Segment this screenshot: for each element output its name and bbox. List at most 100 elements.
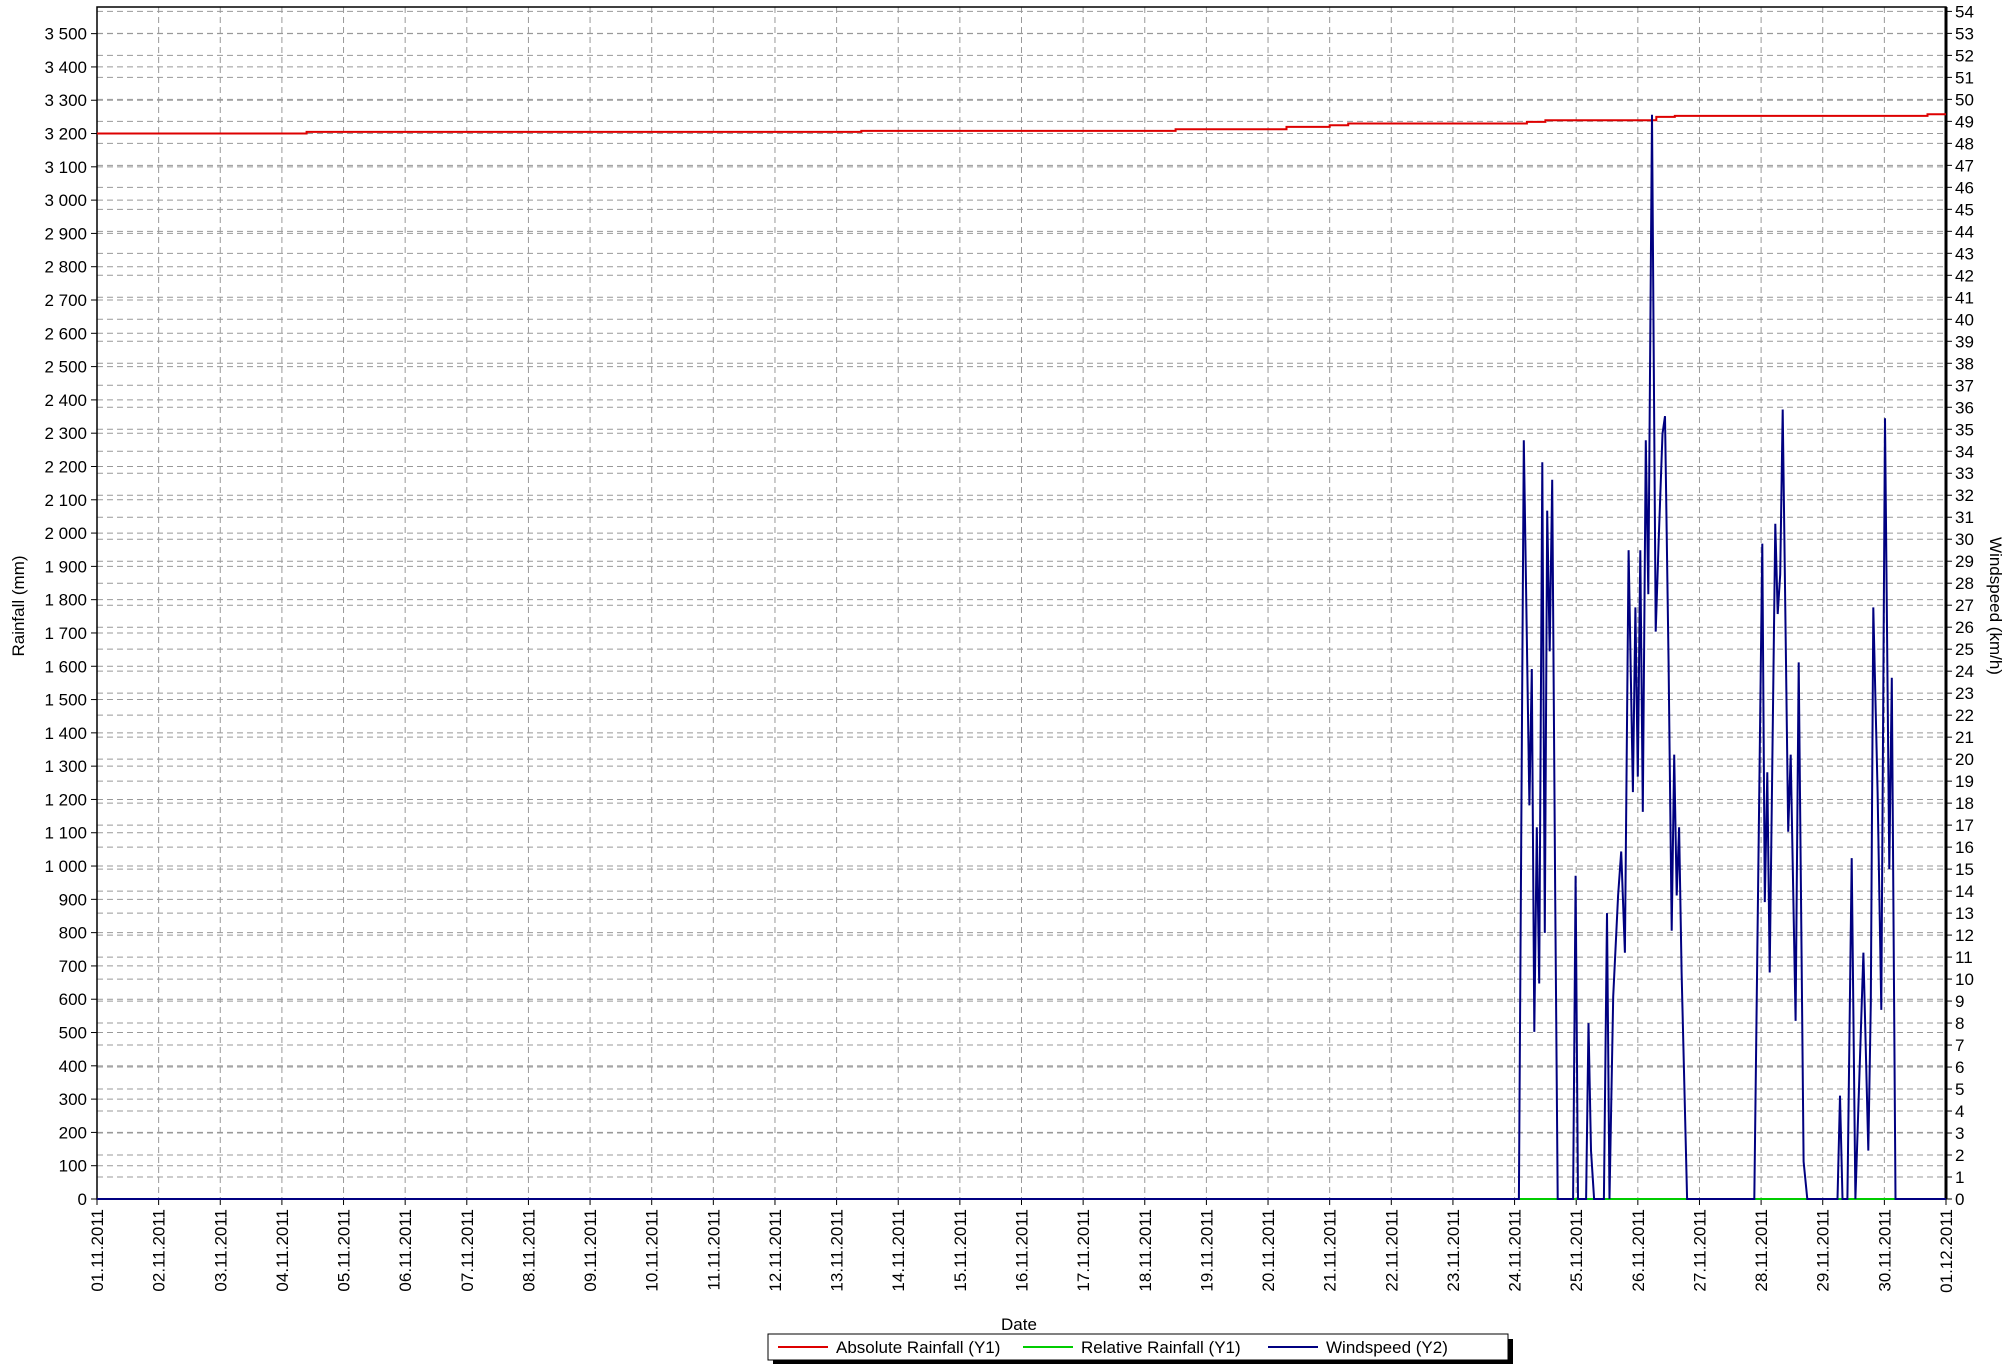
y2-tick-label: 36: [1955, 398, 1974, 417]
y2-tick-label: 0: [1955, 1190, 1964, 1209]
x-tick-label: 30.11.2011: [1875, 1209, 1894, 1292]
series-line: [97, 113, 1946, 135]
y2-tick-label: 52: [1955, 46, 1974, 65]
x-tick-label: 05.11.2011: [335, 1209, 354, 1292]
x-tick-label: 28.11.2011: [1752, 1209, 1771, 1292]
y-tick-label: 100: [59, 1157, 87, 1176]
y2-tick-label: 13: [1955, 904, 1974, 923]
x-tick-label: 06.11.2011: [396, 1209, 415, 1292]
y-tick-label: 2 100: [44, 491, 87, 510]
y2-tick-label: 33: [1955, 464, 1974, 483]
y-tick-label: 800: [59, 924, 87, 943]
y2-tick-label: 4: [1955, 1102, 1964, 1121]
y2-tick-label: 34: [1955, 442, 1974, 461]
y2-tick-label: 53: [1955, 24, 1974, 43]
y-tick-label: 1 200: [44, 790, 87, 809]
y-tick-label: 700: [59, 957, 87, 976]
y2-tick-label: 28: [1955, 574, 1974, 593]
x-tick-label: 14.11.2011: [889, 1209, 908, 1292]
x-tick-label: 04.11.2011: [273, 1209, 292, 1292]
y-tick-label: 600: [59, 990, 87, 1009]
x-tick-label: 29.11.2011: [1814, 1209, 1833, 1292]
y2-tick-label: 23: [1955, 684, 1974, 703]
y2-tick-label: 38: [1955, 354, 1974, 373]
y-tick-label: 2 600: [44, 324, 87, 343]
y-tick-label: 2 900: [44, 224, 87, 243]
y2-tick-label: 40: [1955, 310, 1974, 329]
y2-tick-label: 26: [1955, 618, 1974, 637]
y2-tick-label: 37: [1955, 376, 1974, 395]
y2-tick-label: 3: [1955, 1124, 1964, 1143]
legend-label: Windspeed (Y2): [1326, 1338, 1448, 1357]
x-tick-label: 08.11.2011: [519, 1209, 538, 1292]
y-tick-label: 1 600: [44, 657, 87, 676]
y2-tick-label: 45: [1955, 200, 1974, 219]
y-tick-label: 400: [59, 1057, 87, 1076]
y2-tick-label: 31: [1955, 508, 1974, 527]
y-axis-label: Rainfall (mm): [9, 555, 28, 656]
y-tick-label: 3 400: [44, 58, 87, 77]
y-tick-label: 2 700: [44, 291, 87, 310]
x-tick-label: 12.11.2011: [766, 1209, 785, 1292]
x-tick-label: 11.11.2011: [704, 1209, 723, 1290]
x-tick-label: 15.11.2011: [951, 1209, 970, 1292]
x-tick-label: 20.11.2011: [1259, 1209, 1278, 1292]
x-tick-label: 22.11.2011: [1382, 1209, 1401, 1292]
legend: [767, 1333, 1509, 1361]
y-tick-label: 1 500: [44, 691, 87, 710]
y2-tick-label: 5: [1955, 1080, 1964, 1099]
y2-tick-label: 51: [1955, 68, 1974, 87]
y-tick-label: 2 300: [44, 424, 87, 443]
x-tick-label: 27.11.2011: [1690, 1209, 1709, 1292]
x-tick-label: 23.11.2011: [1444, 1209, 1463, 1292]
x-tick-label: 21.11.2011: [1321, 1209, 1340, 1292]
y2-tick-label: 16: [1955, 838, 1974, 857]
y2-tick-label: 39: [1955, 332, 1974, 351]
x-tick-label: 01.11.2011: [88, 1209, 107, 1292]
y2-tick-label: 54: [1955, 2, 1974, 21]
x-tick-label: 13.11.2011: [828, 1209, 847, 1292]
x-tick-label: 25.11.2011: [1567, 1209, 1586, 1292]
x-tick-label: 19.11.2011: [1197, 1209, 1216, 1292]
y2-tick-label: 29: [1955, 552, 1974, 571]
y2-tick-label: 22: [1955, 706, 1974, 725]
legend-label: Absolute Rainfall (Y1): [836, 1338, 1000, 1357]
y2-tick-label: 42: [1955, 266, 1974, 285]
y2-tick-label: 47: [1955, 156, 1974, 175]
y2-axis-label: Windspeed (km/h): [1986, 537, 2005, 675]
x-tick-label: 10.11.2011: [643, 1209, 662, 1292]
x-tick-label: 24.11.2011: [1506, 1209, 1525, 1292]
y2-tick-label: 24: [1955, 662, 1974, 681]
y2-tick-label: 50: [1955, 90, 1974, 109]
y2-tick-label: 27: [1955, 596, 1974, 615]
y2-tick-label: 21: [1955, 728, 1974, 747]
x-tick-label: 17.11.2011: [1074, 1209, 1093, 1292]
y2-tick-label: 10: [1955, 970, 1974, 989]
y2-tick-label: 25: [1955, 640, 1974, 659]
y2-tick-label: 30: [1955, 530, 1974, 549]
x-axis-label: Date: [1001, 1315, 1037, 1334]
y-tick-label: 300: [59, 1090, 87, 1109]
y2-tick-label: 1: [1955, 1168, 1964, 1187]
y-tick-label: 3 300: [44, 91, 87, 110]
y-tick-label: 3 500: [44, 25, 87, 44]
y2-tick-label: 44: [1955, 222, 1974, 241]
x-tick-label: 02.11.2011: [150, 1209, 169, 1292]
y-tick-label: 900: [59, 890, 87, 909]
y-tick-label: 200: [59, 1123, 87, 1142]
y2-tick-label: 9: [1955, 992, 1964, 1011]
y-tick-label: 0: [78, 1190, 87, 1209]
x-tick-label: 07.11.2011: [458, 1209, 477, 1292]
y2-tick-label: 35: [1955, 420, 1974, 439]
y2-tick-label: 11: [1955, 948, 1973, 967]
x-tick-label: 03.11.2011: [211, 1209, 230, 1292]
series-line: [97, 114, 1946, 1200]
y-tick-label: 1 300: [44, 757, 87, 776]
y2-tick-label: 43: [1955, 244, 1974, 263]
y2-tick-label: 20: [1955, 750, 1974, 769]
y-tick-label: 1 100: [44, 824, 87, 843]
y2-tick-label: 14: [1955, 882, 1974, 901]
y2-tick-label: 41: [1955, 288, 1974, 307]
y2-tick-label: 32: [1955, 486, 1974, 505]
